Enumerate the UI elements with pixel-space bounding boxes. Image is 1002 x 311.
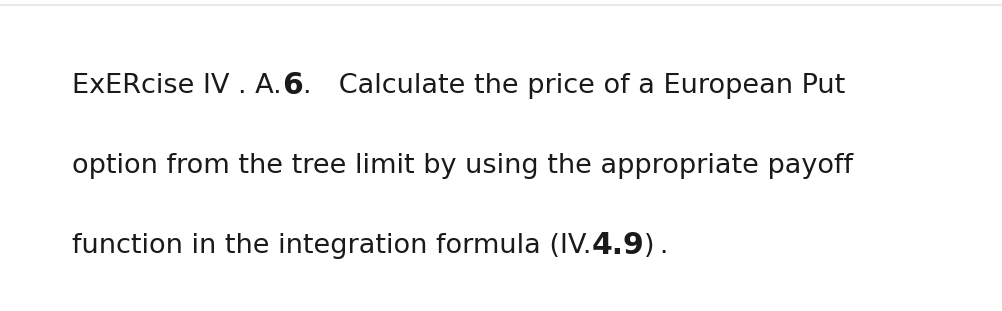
Text: option from the tree limit by using the appropriate payoff: option from the tree limit by using the … — [72, 153, 853, 179]
Text: 6: 6 — [282, 71, 303, 100]
Text: 4.9: 4.9 — [591, 231, 644, 260]
Text: ) .: ) . — [644, 233, 668, 259]
Text: ExERcise IV . A.: ExERcise IV . A. — [72, 72, 282, 99]
Text: function in the integration formula (IV.: function in the integration formula (IV. — [72, 233, 591, 259]
Text: .  Calculate the price of a European Put: . Calculate the price of a European Put — [303, 72, 845, 99]
